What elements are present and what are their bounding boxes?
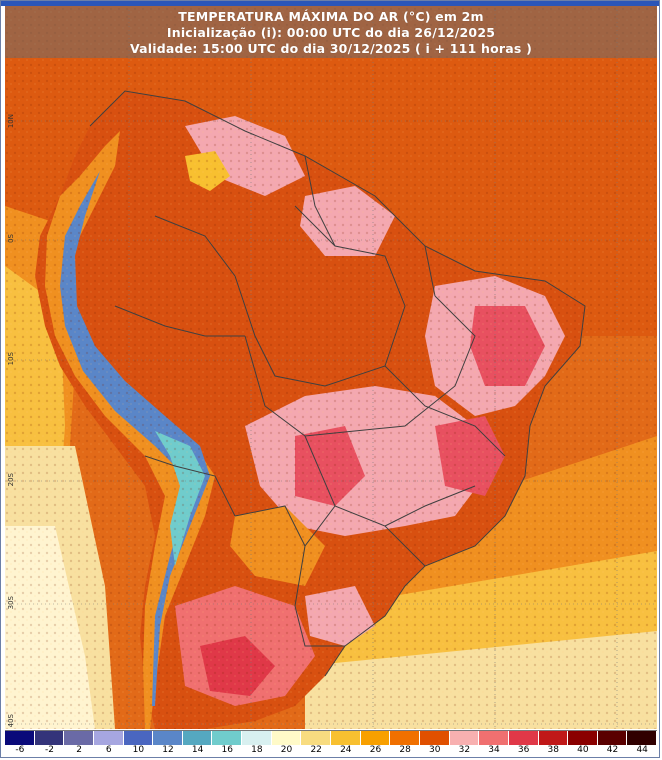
legend-tick-label: -6 [15, 745, 25, 755]
lat-label-10n: 10N [7, 114, 15, 129]
legend-swatch [627, 731, 658, 745]
legend-swatch [182, 731, 213, 745]
legend-tick-label: 42 [606, 745, 619, 755]
initialization-time: Inicialização (i): 00:00 UTC do dia 26/1… [166, 25, 496, 40]
legend-tick-label: 16 [221, 745, 233, 755]
legend-swatch [360, 731, 391, 745]
legend-swatch [597, 731, 628, 745]
legend-swatch [508, 731, 539, 745]
legend-tick-label: 20 [280, 745, 293, 755]
map-area: TEMPERATURA MÁXIMA DO AR (°C) em 2m Inic… [5, 6, 657, 729]
legend-tick-label: 26 [369, 745, 382, 755]
title-box: TEMPERATURA MÁXIMA DO AR (°C) em 2m Inic… [5, 6, 657, 58]
legend-tick-label: 34 [488, 745, 500, 755]
legend-tick-label: 40 [577, 745, 589, 755]
lat-label-30s: 30S [7, 596, 15, 610]
legend-ticks: -6 -2 2 6 10 12 14 16 18 20 22 24 26 28 30 32 34 36 38 40 42… [5, 744, 657, 756]
legend-tick-label: -2 [44, 745, 54, 755]
color-legend: -6 -2 2 6 10 12 14 16 18 20 22 24 26 28 30 32 34 36 38 40 42… [5, 730, 658, 756]
legend-tick-label: 2 [76, 745, 82, 755]
graticule [5, 6, 657, 729]
legend-swatch [449, 731, 480, 745]
legend-swatch [538, 731, 569, 745]
legend-swatch [34, 731, 65, 745]
legend-swatch [331, 731, 361, 745]
legend-swatch [242, 731, 272, 745]
legend-bar [5, 730, 658, 745]
legend-swatch [64, 731, 94, 745]
legend-swatch [301, 731, 332, 745]
legend-tick-label: 36 [517, 745, 530, 755]
legend-tick-label: 24 [340, 745, 352, 755]
legend-swatch [153, 731, 183, 745]
legend-swatch [93, 731, 124, 745]
legend-tick-label: 6 [105, 745, 112, 755]
lat-label-40s: 40S [7, 714, 15, 728]
legend-swatch [479, 731, 509, 745]
legend-tick-label: 38 [547, 745, 559, 755]
legend-tick-label: 12 [162, 745, 174, 755]
lat-label-10s: 10S [7, 352, 15, 366]
legend-tick-label: 28 [399, 745, 411, 755]
legend-tick-label: 44 [636, 745, 648, 755]
map-title: TEMPERATURA MÁXIMA DO AR (°C) em 2m [178, 9, 484, 24]
legend-swatch [390, 731, 420, 745]
legend-tick-label: 10 [132, 745, 145, 755]
texture-overlay [5, 6, 657, 729]
legend-tick-label: 30 [428, 745, 441, 755]
temperature-map [5, 6, 657, 729]
top-bar [1, 1, 659, 6]
legend-swatch [568, 731, 598, 745]
legend-tick-label: 14 [191, 745, 204, 755]
lat-label-0s: 0S [7, 234, 15, 243]
legend-swatch [419, 731, 450, 745]
political-borders [89, 90, 586, 677]
legend-swatch [123, 731, 154, 745]
validity-time: Validade: 15:00 UTC do dia 30/12/2025 ( … [129, 41, 533, 56]
legend-tick-label: 22 [310, 745, 322, 755]
legend-swatch [212, 731, 243, 745]
lat-label-20s: 20S [7, 473, 15, 487]
legend-tick-label: 32 [458, 745, 471, 755]
legend-swatch [271, 731, 302, 745]
legend-tick-label: 18 [251, 745, 263, 755]
legend-swatch [5, 731, 35, 745]
